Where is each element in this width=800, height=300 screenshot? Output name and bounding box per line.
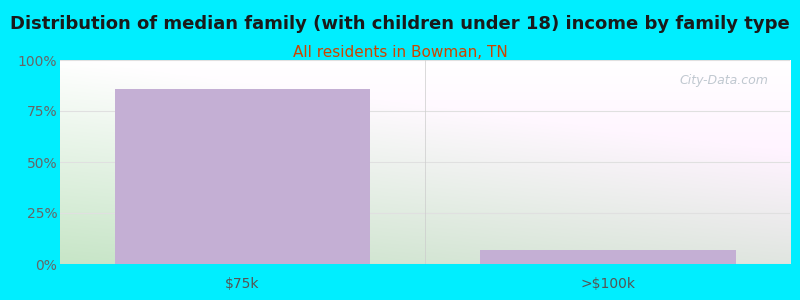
Bar <box>480 250 736 264</box>
Text: $75k: $75k <box>226 277 260 291</box>
Text: >$100k: >$100k <box>580 277 635 291</box>
Bar <box>114 88 370 264</box>
Text: All residents in Bowman, TN: All residents in Bowman, TN <box>293 45 507 60</box>
Text: Distribution of median family (with children under 18) income by family type: Distribution of median family (with chil… <box>10 15 790 33</box>
Text: City-Data.com: City-Data.com <box>680 74 769 87</box>
